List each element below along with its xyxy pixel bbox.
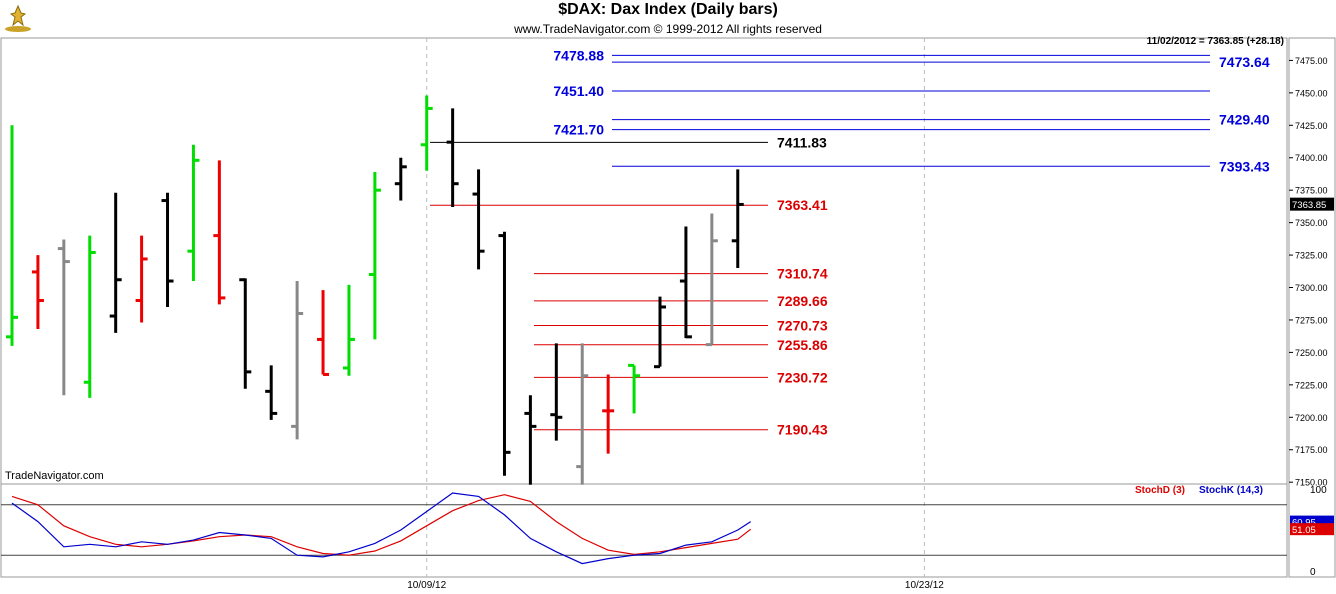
copyright-text: www.TradeNavigator.com © 1999-2012 All r… (514, 22, 822, 36)
brand-text: TradeNavigator.com (5, 470, 104, 482)
level-label: 7429.40 (1219, 112, 1270, 128)
level-label: 7421.70 (553, 122, 604, 138)
ohlc-bar (31, 255, 44, 330)
ohlc-bar (135, 235, 148, 323)
legend-stochd: StochD (3) (1135, 485, 1185, 496)
level-label: 7393.43 (1219, 158, 1270, 174)
level-label: 7255.86 (777, 337, 828, 353)
trade-navigator-logo (3, 3, 33, 33)
ohlc-bar (731, 169, 744, 269)
legend-stochk: StochK (14,3) (1199, 485, 1263, 496)
last-price-marker (1290, 197, 1334, 211)
ohlc-bar (394, 157, 407, 201)
ohlc-bar (602, 374, 615, 454)
level-label: 7411.83 (777, 134, 827, 150)
chart-title: $DAX: Dax Index (Daily bars) (558, 1, 778, 18)
stoch-line-d (11, 494, 752, 556)
y-tick-label: 7475.00 (1295, 56, 1328, 66)
x-tick-label: 10/23/12 (905, 580, 944, 591)
y-tick-label: 7350.00 (1295, 218, 1328, 228)
level-label: 7289.66 (777, 293, 828, 309)
ohlc-bar (498, 231, 511, 476)
ohlc-bar (446, 108, 459, 208)
ohlc-bar (57, 239, 70, 396)
stoch-line-k (11, 492, 752, 565)
ohlc-bar (109, 192, 122, 333)
stoch-panel-frame (0, 483, 1288, 578)
ohlc-bar (524, 395, 537, 485)
ohlc-bar (239, 278, 252, 389)
last-price-info: 11/02/2012 = 7363.85 (+28.18) (1146, 36, 1284, 47)
stoch-last-label: 51.05 (1292, 525, 1316, 536)
y-tick-label: 7150.00 (1295, 478, 1328, 488)
y-tick-label: 7225.00 (1295, 380, 1328, 390)
ohlc-bar (161, 192, 174, 307)
ohlc-bar (317, 290, 330, 376)
ohlc-bar (679, 226, 692, 339)
ohlc-bar (550, 343, 563, 441)
y-tick-label: 7425.00 (1295, 121, 1328, 131)
ohlc-bar (291, 281, 304, 440)
y-tick-label: 7325.00 (1295, 251, 1328, 261)
ohlc-bar (654, 296, 666, 369)
y-tick-label: 7450.00 (1295, 88, 1328, 98)
level-label: 7473.64 (1219, 54, 1270, 70)
stoch-last-marker (1290, 523, 1334, 536)
level-label: 7190.43 (777, 422, 828, 438)
ohlc-bar (6, 125, 18, 346)
level-label: 7478.88 (553, 47, 604, 63)
stoch-y-tick-label: 0 (1310, 567, 1316, 578)
ohlc-bar (83, 235, 96, 398)
ohlc-bar (628, 363, 641, 414)
y-axis-frame (1288, 37, 1336, 578)
ohlc-bar (342, 284, 355, 376)
x-tick-label: 10/09/12 (407, 580, 446, 591)
ohlc-bar (187, 144, 200, 282)
y-tick-label: 7175.00 (1295, 445, 1328, 455)
ohlc-bar (265, 365, 278, 420)
y-tick-label: 7300.00 (1295, 283, 1328, 293)
y-tick-label: 7375.00 (1295, 186, 1328, 196)
ohlc-bar (705, 213, 718, 347)
level-label: 7310.74 (777, 266, 828, 282)
stoch-y-tick-label: 100 (1310, 485, 1327, 496)
y-tick-label: 7400.00 (1295, 153, 1328, 163)
last-price-label: 7363.85 (1292, 200, 1326, 211)
stoch-last-label: 60.95 (1292, 518, 1316, 529)
ohlc-bar (472, 169, 485, 270)
level-label: 7230.72 (777, 369, 828, 385)
ohlc-bar (576, 343, 589, 485)
level-label: 7363.41 (777, 197, 828, 213)
level-label: 7451.40 (553, 83, 604, 99)
ohlc-bar (420, 95, 433, 171)
y-tick-label: 7200.00 (1295, 413, 1328, 423)
y-tick-label: 7250.00 (1295, 348, 1328, 358)
y-tick-label: 7275.00 (1295, 315, 1328, 325)
ohlc-bar (213, 160, 226, 305)
ohlc-bar (368, 172, 381, 340)
level-label: 7270.73 (777, 318, 828, 334)
